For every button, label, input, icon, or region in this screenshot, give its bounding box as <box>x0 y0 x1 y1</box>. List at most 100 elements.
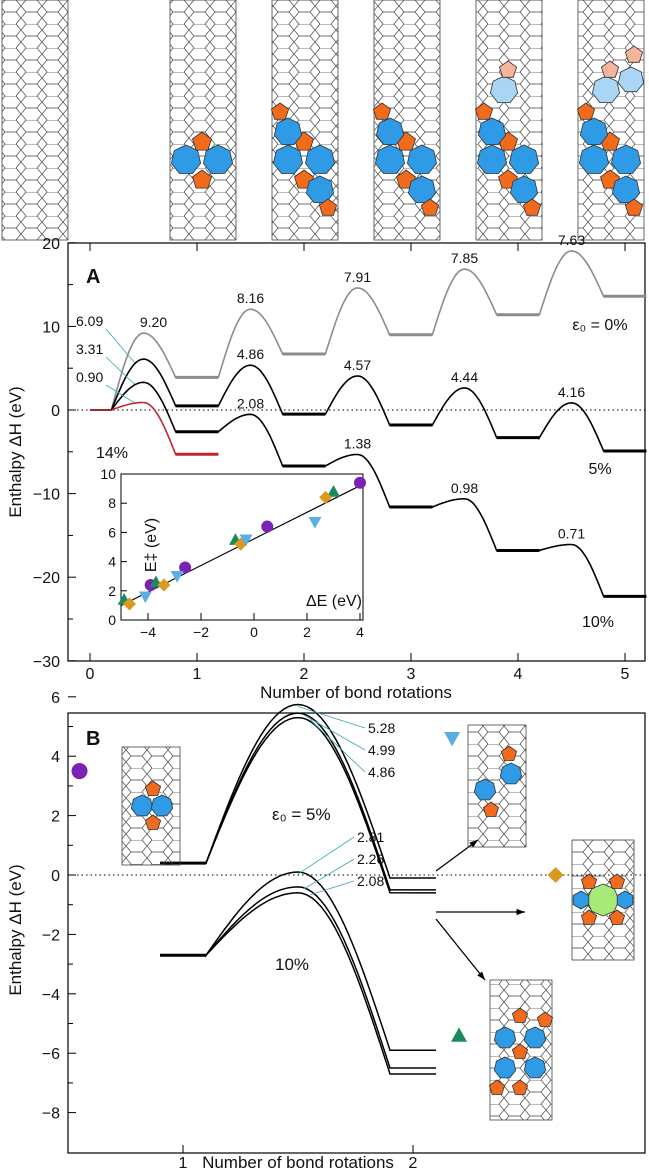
inset-y-tick-label: 0 <box>108 612 116 628</box>
heptagon <box>202 144 234 174</box>
x-tick-label: 2 <box>300 666 309 683</box>
y-tick-label: 4 <box>51 749 60 766</box>
inset-y-tick-label: 10 <box>100 466 116 482</box>
y-tick-label: 0 <box>51 403 60 420</box>
inset-y-tick-label: 8 <box>108 495 116 511</box>
circle-marker <box>261 520 274 533</box>
pentagon <box>511 1079 529 1095</box>
pentagon <box>600 60 620 78</box>
x-tick-label: 2 <box>409 1155 418 1171</box>
pentagon <box>511 1043 529 1059</box>
pentagon <box>511 1007 529 1023</box>
triangle-down-marker <box>239 534 253 547</box>
heptagon <box>406 144 438 174</box>
barrier-label: 9.20 <box>140 314 167 330</box>
y-tick-label: −10 <box>33 487 60 504</box>
defect-structure-image <box>121 746 181 866</box>
pentagon <box>522 198 542 216</box>
pentagon <box>144 780 162 796</box>
heptagon <box>304 144 336 174</box>
series-label: 14% <box>96 445 128 462</box>
y-tick-label: −4 <box>42 987 60 1004</box>
x-tick-label: 5 <box>621 666 630 683</box>
panel-b-ylabel: Enthalpy ΔH (eV) <box>6 864 25 995</box>
barrier-label: 7.63 <box>558 232 585 248</box>
series-14%: 0.90 <box>76 369 219 456</box>
heptagon <box>473 778 497 801</box>
heptagon <box>374 144 406 174</box>
heptagon <box>611 175 641 204</box>
barrier-label: 1.38 <box>344 435 371 451</box>
energy-profile <box>90 381 647 598</box>
heptagon <box>170 144 202 174</box>
x-tick-label: 3 <box>407 666 416 683</box>
group-ε0 = 5%: 5.28 4.99 4.86 ε₀ = 5% <box>160 703 437 894</box>
y-tick-label: 20 <box>42 236 60 253</box>
heptagon <box>508 144 540 174</box>
leader-line <box>105 328 136 364</box>
circle-marker <box>71 763 88 780</box>
diamond-marker <box>547 867 564 883</box>
energy-profile <box>160 892 437 1075</box>
barrier-label: 4.16 <box>558 384 585 400</box>
energy-profile <box>160 886 437 1069</box>
triangle-down-marker <box>138 591 152 604</box>
y-tick-label: −2 <box>42 927 60 944</box>
y-tick-label: 0 <box>51 868 60 885</box>
leader-line <box>309 880 355 896</box>
pentagon <box>576 102 596 120</box>
heptagon <box>476 144 508 174</box>
barrier-label: 0.90 <box>76 369 103 385</box>
nanotube-strip <box>1 0 645 241</box>
x-tick-label: 4 <box>514 666 523 683</box>
pentagon <box>372 102 392 120</box>
leader-line <box>303 858 355 890</box>
leader-line <box>105 356 136 385</box>
heptagon <box>130 794 154 817</box>
barrier-label: 5.28 <box>368 720 395 736</box>
barrier-label: 4.44 <box>451 369 478 385</box>
barrier-label: 2.08 <box>237 395 264 411</box>
pentagon <box>420 198 440 216</box>
pentagon <box>474 102 494 120</box>
inset-y-tick-label: 6 <box>108 524 116 540</box>
heptagon <box>407 175 437 204</box>
energy-profile <box>160 716 437 894</box>
leader-line <box>297 836 355 875</box>
barrier-label: 0.71 <box>558 526 585 542</box>
barrier-label: 4.86 <box>368 764 395 780</box>
series-label: ε₀ = 0% <box>572 317 627 334</box>
pentagon <box>488 1079 506 1095</box>
panel-b-xlabel: Number of bond rotations <box>202 1153 394 1171</box>
series-10%: 3.31 2.08 1.38 0.98 0.71 <box>76 341 647 598</box>
barrier-label: 3.31 <box>76 341 103 357</box>
heptagon <box>150 794 174 817</box>
barrier-label: 6.09 <box>76 313 103 329</box>
heptagon <box>509 175 539 204</box>
leader-line <box>105 384 136 404</box>
inset-x-tick-label: 0 <box>250 624 258 640</box>
group-label: 10% <box>275 955 309 974</box>
triangle-down-marker <box>308 516 322 529</box>
barrier-label: 4.86 <box>237 346 264 362</box>
inset-y-tick-label: 2 <box>108 583 116 599</box>
heptagon <box>591 75 621 103</box>
nanotube-1 <box>169 0 237 241</box>
energy-profile <box>90 401 219 456</box>
energy-profile <box>160 871 437 1051</box>
barrier-label: 4.57 <box>344 357 371 373</box>
leader-line <box>297 706 366 729</box>
pentagon <box>482 801 500 817</box>
y-tick-label: −6 <box>42 1046 60 1063</box>
panel-a-letter: A <box>86 266 100 288</box>
energy-profile <box>90 250 647 411</box>
heptagon <box>272 144 304 174</box>
barrier-label: 2.81 <box>357 829 384 845</box>
inset-x-tick-label: −4 <box>140 624 156 640</box>
heptagon <box>305 175 335 204</box>
heptagon <box>523 1056 547 1079</box>
pentagon <box>318 198 338 216</box>
barrier-label: 7.91 <box>344 269 371 285</box>
leader-line <box>303 714 366 751</box>
